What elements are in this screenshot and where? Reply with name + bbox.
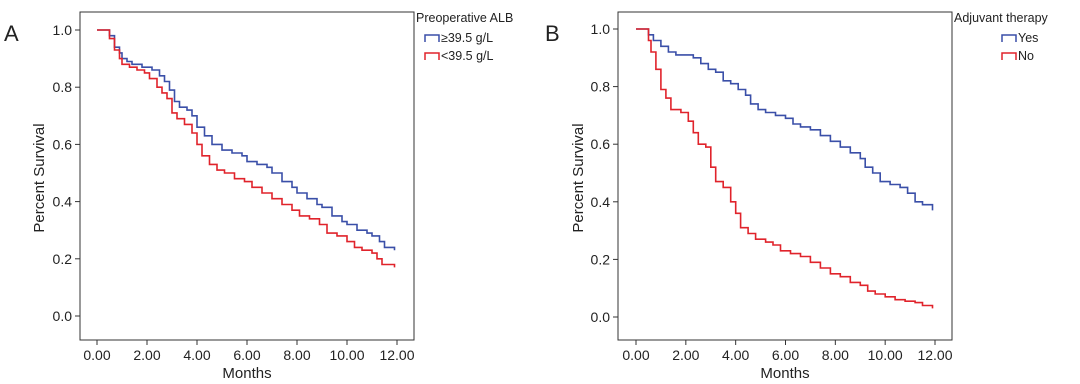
panel-a-legend-label-low: <39.5 g/L: [441, 49, 494, 63]
panel-a-legend-swatch-low: [424, 52, 440, 60]
x-tick-label: 4.00: [183, 347, 210, 363]
panel-b-legend: Adjuvant therapy Yes No: [954, 11, 1049, 63]
x-tick-label: 6.00: [772, 347, 799, 363]
x-tick-label: 10.00: [868, 347, 903, 363]
panel-b-legend-title: Adjuvant therapy: [954, 11, 1049, 25]
panel-b-legend-label-no: No: [1018, 49, 1034, 63]
panel-a-ticks: 0.00 2.00 4.00 6.00 8.00 10.00 12.00 0.0 0.2 0.4 0…: [53, 22, 415, 363]
panel-b-label: B: [545, 21, 560, 46]
x-tick-label: 2.00: [133, 347, 160, 363]
x-tick-label: 12.00: [917, 347, 952, 363]
x-tick-label: 8.00: [822, 347, 849, 363]
panel-b-y-axis-title: Percent Survival: [570, 123, 587, 232]
panel-b-curves: [636, 28, 934, 309]
y-tick-label: 0.4: [53, 194, 73, 210]
x-tick-label: 12.00: [379, 347, 414, 363]
panel-b-x-axis-title: Months: [760, 365, 809, 382]
panel-a-legend-swatch-high: [424, 34, 440, 42]
x-tick-label: 10.00: [329, 347, 364, 363]
panel-a-legend: Preoperative ALB ≥39.5 g/L <39.5 g/L: [416, 11, 513, 63]
y-tick-label: 0.8: [591, 79, 611, 95]
x-tick-label: 4.00: [722, 347, 749, 363]
panel-a-legend-title: Preoperative ALB: [416, 11, 513, 25]
x-tick-label: 0.00: [622, 347, 649, 363]
panel-b-legend-label-yes: Yes: [1018, 31, 1038, 45]
panel-b-legend-swatch-no: [1001, 52, 1017, 60]
panel-a-x-axis-title: Months: [222, 365, 271, 382]
y-tick-label: 0.6: [53, 136, 73, 152]
survival-curve-series-1: [97, 29, 396, 251]
y-tick-label: 0.0: [53, 308, 73, 324]
survival-curve-series-2: [636, 28, 934, 309]
panel-a: A Percent Survival Months 0.00 2.00 4.00 6.…: [4, 11, 513, 382]
panel-a-legend-label-high: ≥39.5 g/L: [441, 31, 493, 45]
y-tick-label: 0.8: [53, 79, 73, 95]
y-tick-label: 0.2: [591, 251, 611, 267]
panel-a-y-axis-title: Percent Survival: [31, 123, 48, 232]
panel-b-ticks: 0.00 2.00 4.00 6.00 8.00 10.00 12.00 0.0 0.2 0.4 0…: [591, 21, 953, 363]
y-tick-label: 0.2: [53, 251, 73, 267]
y-tick-label: 0.6: [591, 136, 611, 152]
x-tick-label: 8.00: [283, 347, 310, 363]
survival-curve-series-1: [636, 28, 934, 211]
panel-a-curves: [97, 29, 396, 268]
survival-curve-series-2: [97, 29, 396, 268]
panel-b-legend-swatch-yes: [1001, 34, 1017, 42]
panel-a-label: A: [4, 21, 19, 46]
y-tick-label: 0.4: [591, 194, 611, 210]
panel-b-plot-frame: [617, 11, 953, 341]
x-tick-label: 2.00: [672, 347, 699, 363]
panel-b: B Percent Survival Months 0.00 2.00 4.00 6.…: [545, 11, 1049, 382]
y-tick-label: 1.0: [591, 21, 611, 37]
x-tick-label: 0.00: [83, 347, 110, 363]
y-tick-label: 0.0: [591, 309, 611, 325]
x-tick-label: 6.00: [233, 347, 260, 363]
y-tick-label: 1.0: [53, 22, 73, 38]
